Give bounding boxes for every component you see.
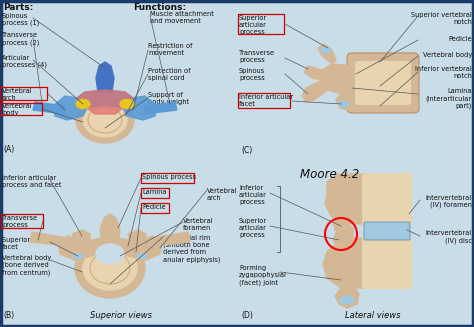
Text: (A): (A) [3,145,14,154]
Polygon shape [325,174,411,224]
Polygon shape [53,90,157,120]
Ellipse shape [83,103,127,137]
Bar [141,173,194,183]
Polygon shape [336,92,354,110]
Text: Lateral views: Lateral views [345,311,401,320]
Polygon shape [302,80,328,102]
Polygon shape [128,230,146,244]
Text: Articular
processes (4): Articular processes (4) [2,55,47,68]
Text: Lamina
(interarticular
part): Lamina (interarticular part) [426,88,472,109]
Bar [141,188,169,198]
Polygon shape [323,238,411,288]
Ellipse shape [135,252,149,260]
Text: Pedicle: Pedicle [448,36,472,42]
Text: Protection of
spinal cord: Protection of spinal cord [148,68,191,81]
Polygon shape [72,230,90,244]
Text: Lamina: Lamina [142,189,166,195]
Text: Superior views: Superior views [90,311,152,320]
Ellipse shape [75,238,145,298]
Ellipse shape [137,253,147,259]
Text: Inferior articular
process and facet: Inferior articular process and facet [2,175,62,188]
Ellipse shape [76,97,134,143]
Text: Superior vertebral
notch: Superior vertebral notch [411,12,472,25]
Bar [238,93,290,108]
Text: Spinous
process (1): Spinous process (1) [2,13,39,26]
Polygon shape [333,216,351,238]
Text: Superior
articular
process: Superior articular process [239,218,267,238]
Ellipse shape [340,296,354,304]
FancyBboxPatch shape [355,61,411,105]
Text: Vertebral
body: Vertebral body [2,103,33,116]
Polygon shape [145,102,177,114]
Text: Moore 4.2: Moore 4.2 [301,168,360,181]
FancyBboxPatch shape [347,53,419,113]
Polygon shape [333,224,353,248]
FancyBboxPatch shape [362,173,412,227]
Text: Vertebral
arch: Vertebral arch [207,188,237,201]
Text: Support of
body weight: Support of body weight [148,92,189,105]
Ellipse shape [73,253,83,259]
Polygon shape [77,90,133,114]
Polygon shape [318,44,336,64]
Text: Transverse
process: Transverse process [239,50,275,63]
Bar [141,203,169,213]
Polygon shape [58,236,162,260]
Text: Superior
articular
process: Superior articular process [239,15,267,35]
Text: Intervertebral
(IV) foramen: Intervertebral (IV) foramen [426,195,472,209]
Polygon shape [320,64,352,94]
Text: Vertebral body
(bone derived
from centrum): Vertebral body (bone derived from centru… [2,255,51,276]
FancyBboxPatch shape [362,235,412,289]
Text: Spinous
process: Spinous process [239,68,265,81]
Text: Muscle attachment
and movement: Muscle attachment and movement [150,11,214,24]
Text: Functions:: Functions: [133,3,186,12]
Text: Vertebral
foramen: Vertebral foramen [183,218,214,231]
Text: Transverse
process: Transverse process [2,215,38,228]
Bar [238,14,284,34]
Ellipse shape [76,99,90,109]
Bar [0,103,42,115]
Bar [0,87,47,100]
Polygon shape [96,62,114,92]
Ellipse shape [83,246,137,290]
Ellipse shape [71,252,85,260]
Text: Vertebral body: Vertebral body [423,52,472,58]
Polygon shape [33,102,65,114]
Ellipse shape [321,47,331,53]
Text: Epiphysial rim
(smooth bone
derived from
anular epiphysis): Epiphysial rim (smooth bone derived from… [163,235,220,263]
Text: Inferior
articular
process: Inferior articular process [239,185,267,205]
Ellipse shape [120,99,134,109]
Text: Spinous process: Spinous process [142,174,196,180]
Text: Superior articular
facet: Superior articular facet [2,237,60,250]
Text: (C): (C) [241,146,252,155]
Polygon shape [100,214,120,242]
Ellipse shape [339,101,349,107]
Text: Restriction of
movement: Restriction of movement [148,43,192,56]
Text: Parts:: Parts: [3,3,33,12]
Text: Pedicle: Pedicle [142,204,165,210]
Text: Forming
zygapophysial
(facet) joint: Forming zygapophysial (facet) joint [239,265,287,285]
Bar [1,214,43,228]
Polygon shape [335,288,359,308]
Text: (D): (D) [241,311,253,320]
Polygon shape [152,232,190,246]
FancyBboxPatch shape [364,222,410,240]
Polygon shape [304,66,322,80]
Text: Transverse
process (2): Transverse process (2) [2,32,39,45]
Text: (B): (B) [3,311,14,320]
Text: Inferior articular
facet: Inferior articular facet [239,94,293,107]
Text: Intervertebral
(IV) disc: Intervertebral (IV) disc [426,230,472,244]
Ellipse shape [96,244,124,264]
Text: Inferior vertebral
notch: Inferior vertebral notch [415,66,472,79]
Text: Vertebral
arch: Vertebral arch [2,88,33,101]
Polygon shape [30,232,68,246]
